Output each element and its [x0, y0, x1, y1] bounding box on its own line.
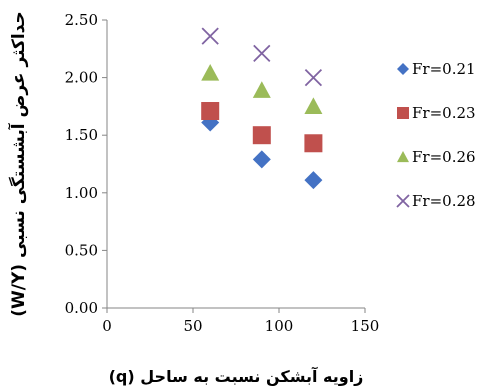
legend-marker-diamond: [397, 63, 409, 75]
data-points: [201, 27, 323, 190]
x-tick-label: 100: [265, 317, 294, 335]
data-point-triangle: [252, 81, 271, 98]
plot-area: 0.00 0.50 1.00 1.50 2.00 2.50 0 50 100 150: [65, 11, 380, 335]
data-point-x: [201, 27, 219, 45]
legend-marker-triangle: [397, 151, 409, 163]
data-point-triangle: [304, 97, 323, 115]
data-point-square: [304, 134, 323, 153]
data-point-x: [253, 44, 271, 63]
data-point-square: [252, 126, 271, 145]
legend: Fr=0.21 Fr=0.23 Fr=0.26 Fr=0.28: [396, 60, 476, 210]
data-point-triangle: [201, 63, 220, 81]
data-point-diamond: [252, 150, 271, 169]
y-tick-label: 0.50: [65, 241, 98, 259]
legend-marker-x: [396, 194, 410, 208]
legend-label: Fr=0.21: [412, 60, 476, 78]
x-tick-label: 50: [183, 317, 202, 335]
data-point-square: [201, 102, 220, 121]
x-tick-label: 150: [351, 317, 380, 335]
y-tick-label: 1.00: [65, 184, 98, 202]
legend-marker-square: [397, 107, 409, 119]
y-tick-label: 1.50: [65, 126, 98, 144]
axis-ticks: 0.00 0.50 1.00 1.50 2.00 2.50 0 50 100 150: [65, 11, 380, 335]
legend-label: Fr=0.26: [412, 148, 476, 166]
data-point-diamond: [304, 171, 323, 190]
x-axis-title: زاویه آبشکن نسبت به ساحل (q): [109, 366, 364, 386]
y-tick-label: 0.00: [65, 299, 98, 317]
x-tick-label: 0: [102, 317, 112, 335]
legend-label: Fr=0.28: [412, 192, 476, 210]
data-point-x: [304, 68, 323, 87]
y-axis-title: حداکثر عرض آبشستگی نسبی (W/Y): [7, 11, 29, 317]
y-tick-label: 2.50: [65, 11, 98, 29]
legend-label: Fr=0.23: [412, 104, 476, 122]
y-tick-label: 2.00: [65, 69, 98, 87]
